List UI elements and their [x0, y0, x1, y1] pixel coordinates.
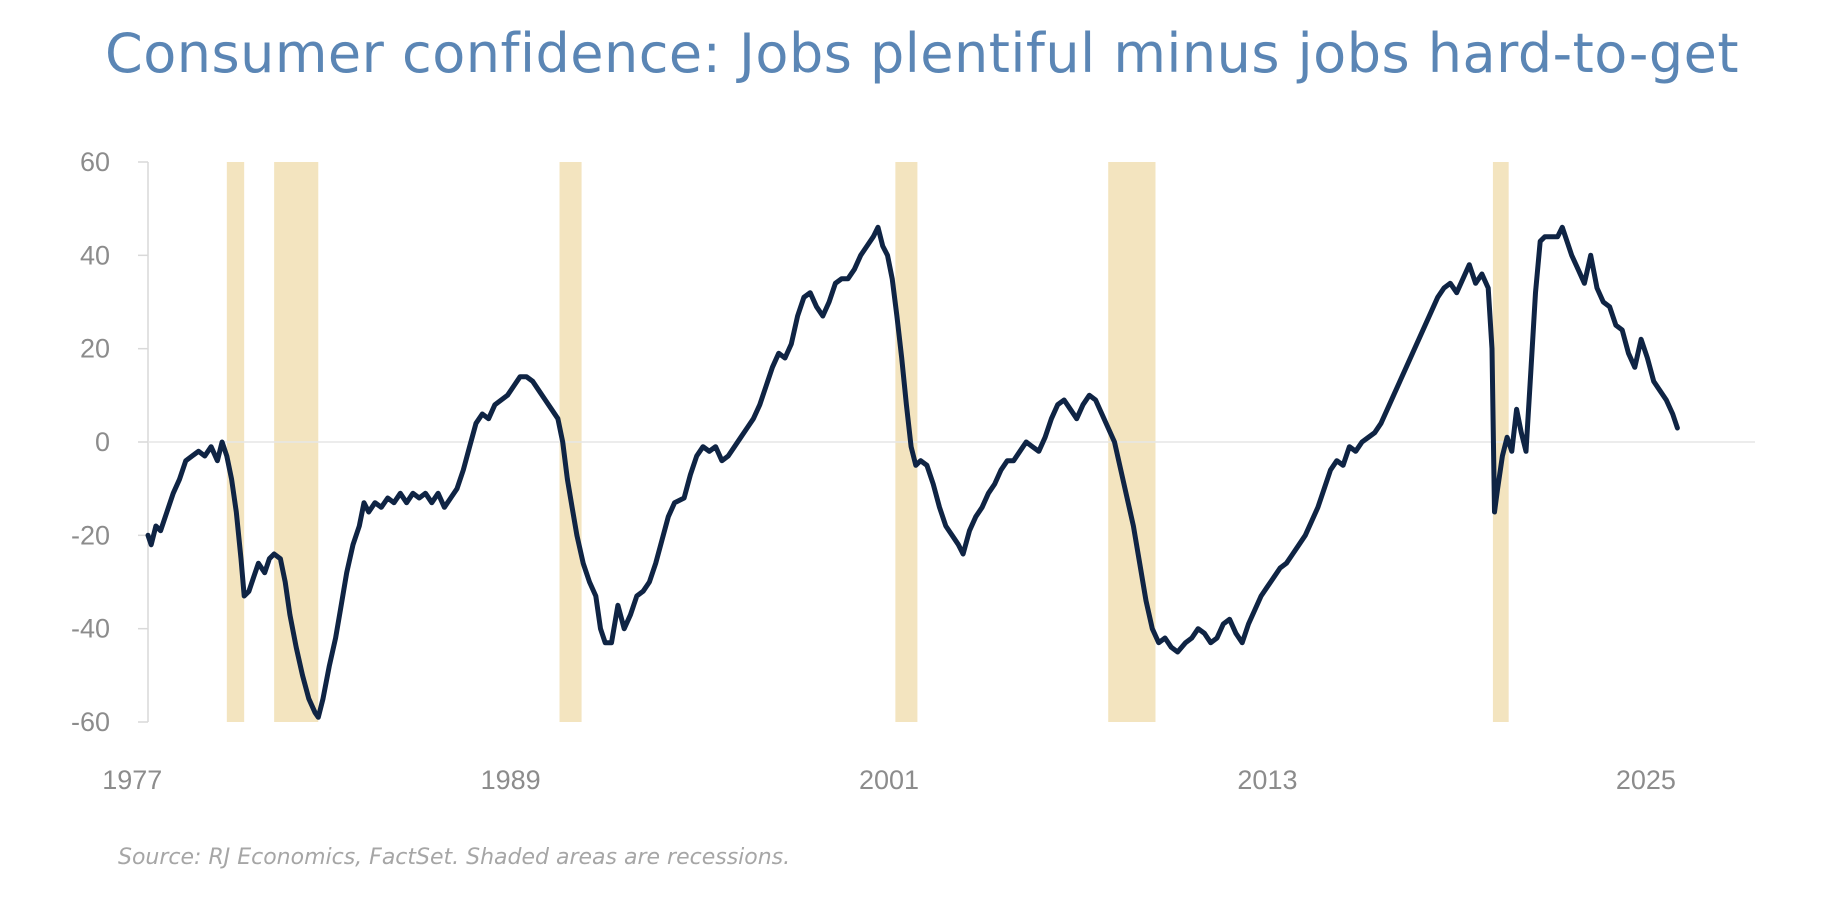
y-tick-label: 0	[95, 427, 110, 457]
x-tick-label: 1989	[481, 765, 541, 795]
x-tick-label: 1977	[102, 765, 162, 795]
y-tick-label: -20	[71, 520, 110, 550]
x-tick-label: 2025	[1616, 765, 1676, 795]
y-tick-label: 40	[80, 240, 110, 270]
y-axis-ticks: 60 40 20 0 -20 -40 -60	[71, 147, 148, 737]
source-note: Source: RJ Economics, FactSet. Shaded ar…	[118, 845, 791, 870]
series-layer	[145, 224, 1680, 720]
series-line-1	[145, 224, 1680, 720]
chart-title: Consumer confidence: Jobs plentiful minu…	[105, 22, 1739, 85]
x-axis-ticks: 1977 1989 2001 2013 2025	[102, 765, 1676, 795]
y-tick-label: 60	[80, 147, 110, 177]
y-tick-label: 20	[80, 334, 110, 364]
x-tick-label: 2013	[1237, 765, 1297, 795]
x-tick-label: 2001	[859, 765, 919, 795]
y-tick-label: -40	[71, 614, 110, 644]
y-tick-label: -60	[71, 707, 110, 737]
